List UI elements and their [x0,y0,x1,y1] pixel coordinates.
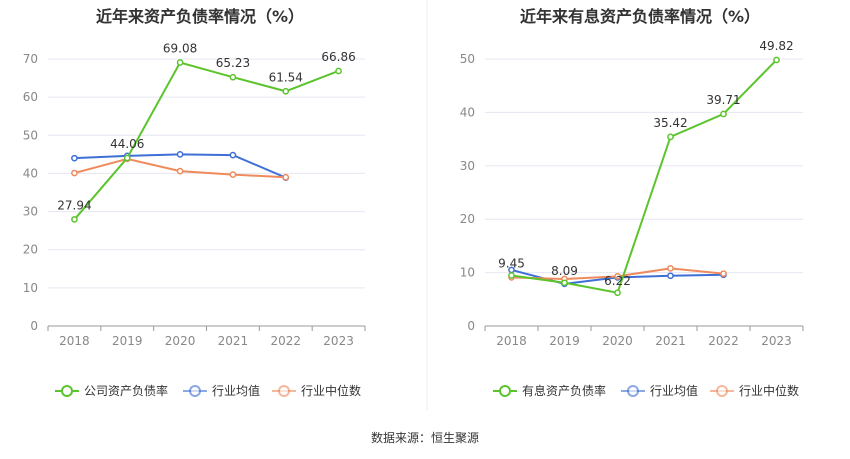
x-tick-label: 2020 [602,334,633,348]
data-label: 9.45 [498,257,525,271]
chart-title: 近年来资产负债率情况（%） [96,7,304,26]
data-point [282,173,290,181]
data-point [773,56,780,64]
y-tick-label: 50 [460,52,475,66]
data-point [667,264,674,272]
x-tick-label: 2019 [112,334,143,348]
x-tick-label: 2018 [496,334,527,348]
legend-label: 公司资产负债率 [84,383,168,398]
data-point [508,272,515,279]
x-tick-label: 2020 [165,334,196,348]
data-label: 27.94 [57,198,91,212]
y-tick-label: 20 [460,212,475,226]
x-tick-label: 2022 [270,334,301,348]
data-point [176,151,184,158]
legend-marker [278,385,290,397]
series-line-0 [511,59,778,294]
chart-interest-debt-ratio: 近年来有息资产负债率情况（%） 0 10 20 30 40 50 2018 2019 2020 2… [460,7,804,398]
data-label: 65.23 [216,56,250,70]
data-point [71,216,78,223]
data-point [176,167,184,175]
data-point [282,87,290,95]
y-tick-label: 30 [23,205,38,219]
data-label: 44.06 [110,137,144,151]
data-point [229,171,237,178]
data-point [614,289,621,297]
data-point [720,110,727,118]
data-label: 6.22 [604,274,631,288]
chart-debt-ratio: 近年来资产负债率情况（%） 0 10 20 30 40 50 60 70 2018 2019 202… [23,7,366,398]
data-point [667,133,674,141]
data-point [123,154,131,162]
legend-label: 行业中位数 [739,383,799,398]
data-point [614,272,621,280]
legend-label: 行业均值 [650,383,698,398]
x-tick-label: 2019 [549,334,580,348]
data-point [229,151,237,159]
y-tick-label: 0 [30,319,38,333]
x-tick-label: 2023 [323,334,354,348]
x-tick-label: 2018 [59,334,90,348]
data-point [229,73,237,81]
data-point [71,154,78,162]
y-tick-label: 40 [23,166,38,180]
legend-label: 有息资产负债率 [522,383,606,398]
chart-title: 近年来有息资产负债率情况（%） [520,7,760,26]
y-tick-label: 0 [467,319,475,333]
legend-marker [499,385,511,397]
y-tick-label: 10 [23,281,38,295]
data-source: 数据来源：恒生聚源 [371,430,479,445]
legend-label: 行业均值 [212,383,260,398]
series-line-0 [73,61,339,221]
data-point [71,169,78,177]
y-tick-label: 50 [23,128,38,142]
x-tick-label: 2021 [218,334,249,348]
x-tick-label: 2023 [761,334,792,348]
data-point [335,67,342,75]
data-point [176,59,184,66]
data-point [667,272,674,280]
y-tick-label: 60 [23,90,38,104]
legend-marker [61,385,73,397]
y-tick-label: 30 [460,159,475,173]
legend-marker [716,385,728,397]
data-label: 49.82 [759,39,793,53]
data-label: 8.09 [551,264,578,278]
y-tick-label: 70 [23,52,38,66]
x-tick-label: 2021 [655,334,686,348]
y-tick-label: 40 [460,105,475,119]
data-label: 61.54 [269,70,303,84]
data-label: 39.71 [706,93,740,107]
y-tick-label: 10 [460,266,475,280]
data-label: 69.08 [163,42,197,56]
data-point [561,279,568,287]
data-label: 66.86 [321,50,355,64]
data-point [720,270,727,278]
legend-label: 行业中位数 [301,383,361,398]
data-label: 35.42 [653,116,687,130]
legend-marker [627,385,639,397]
x-tick-label: 2022 [708,334,739,348]
y-tick-label: 20 [23,243,38,257]
legend-marker [189,385,201,397]
